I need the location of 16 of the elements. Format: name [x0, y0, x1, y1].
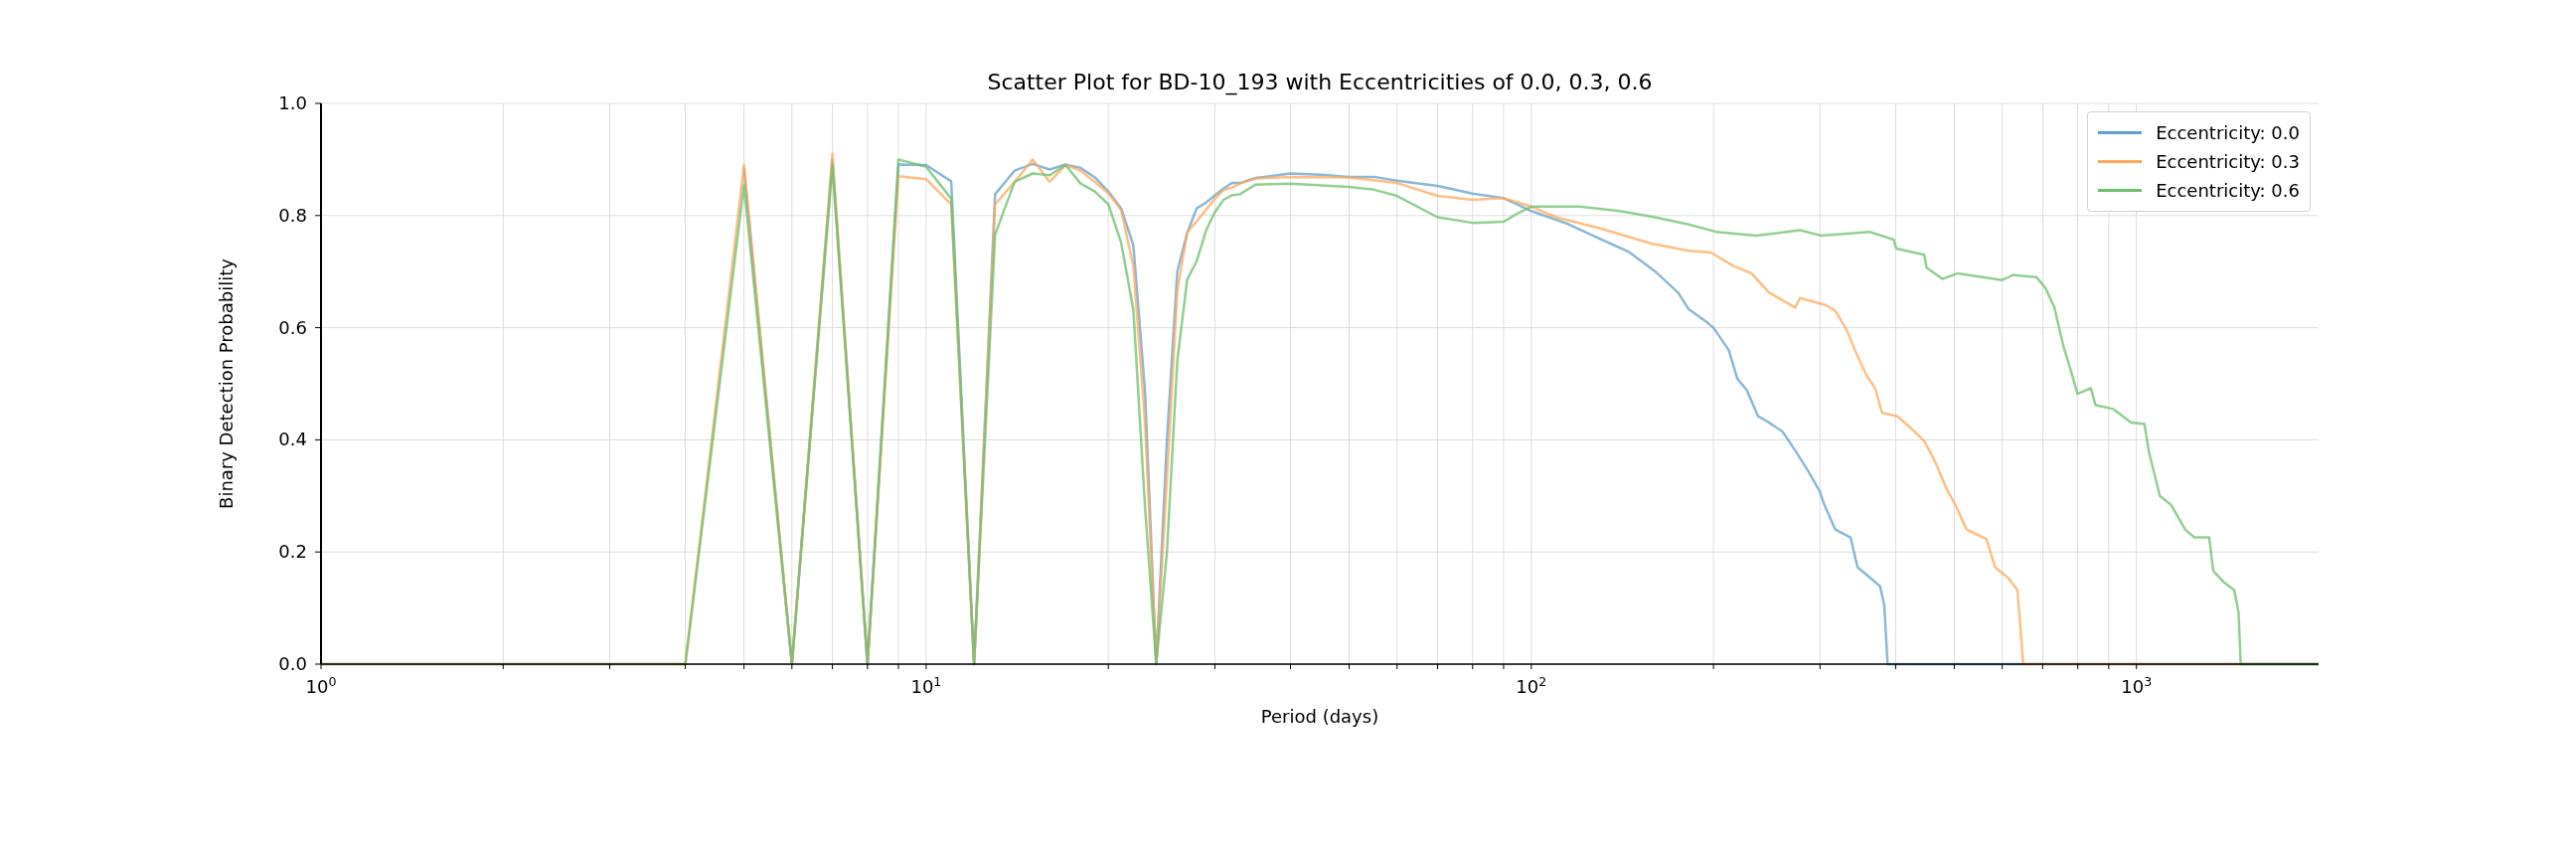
x-axis-title: Period (days) [1260, 706, 1379, 727]
x-tick-label: 10$^{3}$ [2121, 673, 2153, 697]
y-tick-label: 1.0 [278, 92, 307, 113]
legend-label: Eccentricity: 0.3 [2156, 150, 2300, 174]
y-tick-label: 0.0 [278, 653, 307, 674]
x-tick-label: 10$^{2}$ [1516, 673, 1547, 697]
legend-label: Eccentricity: 0.0 [2156, 121, 2300, 145]
x-tick-label: 10$^{0}$ [305, 673, 337, 697]
y-tick-label: 0.4 [278, 429, 307, 450]
y-tick-label: 0.2 [278, 541, 307, 563]
y-axis-title: Binary Detection Probability [216, 258, 238, 509]
y-tick-label: 0.6 [278, 316, 307, 338]
y-tick-label: 0.8 [278, 204, 307, 226]
x-tick-label: 10$^{1}$ [910, 673, 942, 697]
chart-title: Scatter Plot for BD-10_193 with Eccentricities of 0.0, 0.3, 0.6 [986, 70, 1654, 94]
legend-label: Eccentricity: 0.6 [2156, 179, 2300, 203]
